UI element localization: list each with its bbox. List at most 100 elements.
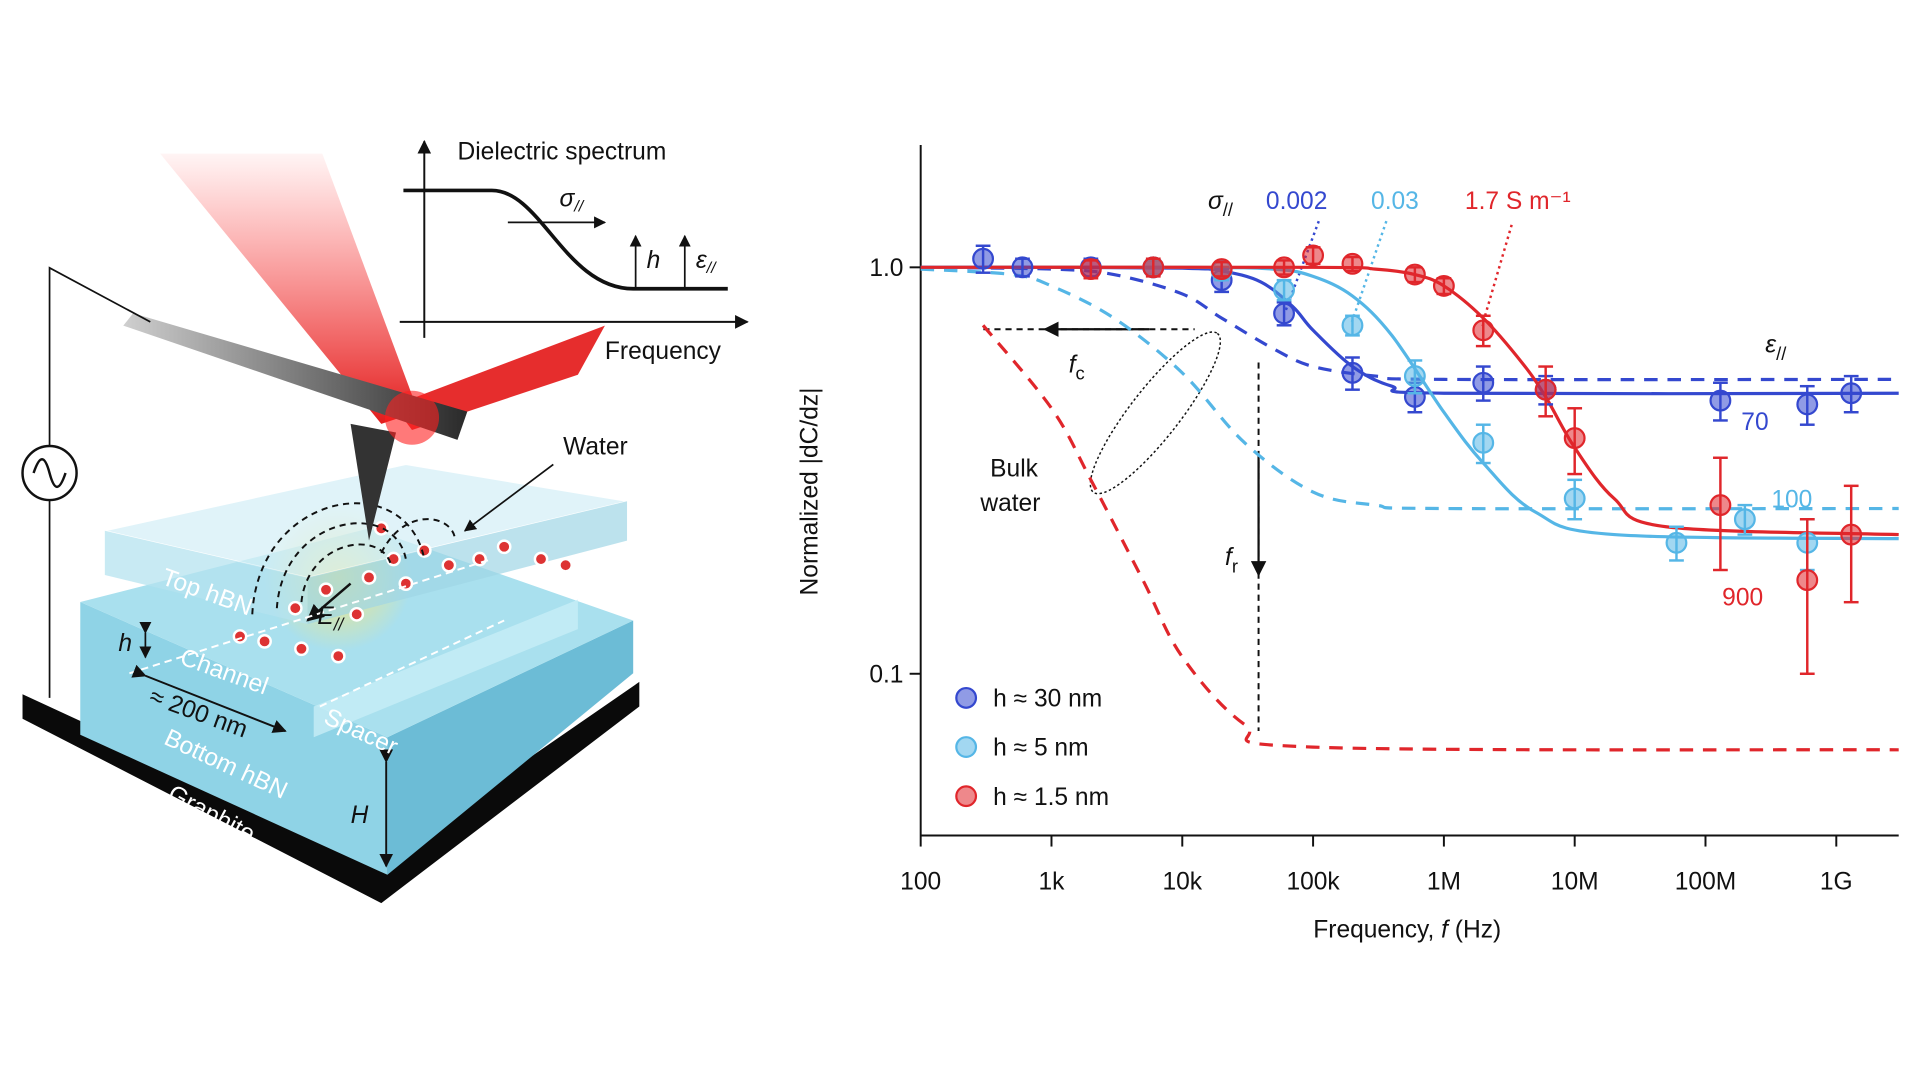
annotation-text: 100 (1771, 486, 1812, 513)
annotation-text: water (979, 490, 1040, 517)
data-point (1341, 314, 1364, 337)
field-lines (251, 502, 456, 615)
laser-reflected (393, 325, 605, 431)
water-label: Water (563, 434, 628, 461)
annotation-text: 0.03 (1371, 188, 1419, 215)
error-bar (1799, 518, 1815, 675)
x-tick-label: 100M (1675, 869, 1736, 896)
bottom-hbn-side (387, 620, 634, 875)
laser-spot (384, 390, 440, 445)
data-point (1733, 508, 1756, 531)
annotation-text: 900 (1722, 585, 1763, 612)
x-axis-label-part: Frequency, (1313, 916, 1441, 943)
data-point (1302, 244, 1325, 267)
field-arrow (306, 582, 352, 622)
x-axis-label-part: f (1441, 916, 1450, 943)
annotation-text: f (1225, 544, 1234, 571)
H-label: H (351, 802, 369, 829)
annotation-subscript: r (1232, 556, 1238, 577)
channel-edge (319, 619, 505, 708)
wire (48, 266, 151, 447)
data-point (1403, 263, 1426, 286)
annotation-text: Bulk (990, 456, 1039, 483)
afm-tip (350, 423, 397, 541)
y-axis-label: Normalized |dC/dz| (796, 387, 823, 595)
data-point (1709, 494, 1732, 517)
data-point (972, 247, 995, 270)
legend-marker (955, 785, 978, 808)
data-point (1273, 256, 1296, 279)
data-point (1840, 382, 1863, 405)
x-tick-label: 100k (1286, 869, 1340, 896)
top-hbn-front (104, 530, 308, 625)
annotation-text: 70 (1741, 409, 1768, 436)
data-point (1210, 258, 1233, 281)
legend-label: h ≈ 1.5 nm (993, 784, 1109, 811)
annotation-text: ε (1765, 332, 1777, 359)
inset-sigma-subscript: // (573, 198, 584, 215)
data-point (1796, 393, 1819, 416)
annotation: water (979, 490, 1040, 517)
data-point (1563, 487, 1586, 510)
annotation: fc (1069, 351, 1085, 383)
y-tick-label: 0.1 (869, 661, 903, 688)
x-tick-label: 1M (1427, 869, 1461, 896)
inset-eps-subscript: // (706, 260, 717, 277)
x-axis-label-part: (Hz) (1448, 916, 1501, 943)
annotation-subscript: // (1776, 343, 1787, 364)
data-point (1079, 258, 1102, 281)
annotation: Bulk (990, 456, 1039, 483)
model-line (920, 267, 1899, 511)
data-point (1472, 371, 1495, 394)
ac-symbol (32, 457, 67, 489)
annotation-text: 0.002 (1266, 188, 1327, 215)
annotation: 0.002 (1266, 188, 1327, 215)
inset-sigma-symbol: σ (559, 185, 575, 212)
x-tick-label: 10M (1551, 869, 1599, 896)
legend-marker (955, 736, 978, 758)
graphite-layer (22, 681, 640, 904)
data-point (1563, 427, 1586, 450)
cantilever (123, 313, 468, 440)
data-point (1665, 531, 1688, 554)
x-tick-label: 10k (1162, 869, 1202, 896)
width-arrow (131, 664, 287, 733)
x-tick-label: 1k (1039, 869, 1066, 896)
data-point (1796, 569, 1819, 592)
data-point (1341, 361, 1364, 384)
annotation: 100 (1771, 486, 1812, 513)
field-symbol: E (317, 603, 334, 630)
data-point (1534, 378, 1557, 401)
data-point (1432, 274, 1455, 297)
annotation: ε// (1765, 332, 1787, 364)
data-point (1273, 302, 1296, 325)
field-label: E// (317, 603, 345, 634)
annotation-guides (983, 220, 1513, 732)
x-tick-label: 100 (900, 869, 941, 896)
inset-eps: ε// (696, 247, 717, 277)
field-subscript: // (333, 614, 346, 634)
water-molecules (232, 520, 573, 664)
legend-label: h ≈ 30 nm (993, 685, 1102, 712)
annotation: σ// (1208, 188, 1234, 220)
x-tick-label: 1G (1820, 869, 1853, 896)
laser-incident (160, 153, 419, 424)
legend-marker (955, 686, 978, 709)
x-axis-label: Frequency, f (Hz) (1313, 916, 1501, 943)
annotation-subscript: // (1223, 199, 1234, 220)
top-hbn-side (307, 501, 628, 625)
inset-h: h (647, 247, 661, 274)
chart: Normalized |dC/dz| Frequency, f (Hz) 100… (796, 144, 1899, 943)
model-line (981, 324, 1899, 752)
annotation-text: σ (1208, 188, 1224, 215)
annotation-subscript: c (1076, 363, 1085, 384)
water-arrow (463, 463, 554, 532)
data-point (1341, 252, 1364, 275)
annotation: 900 (1722, 585, 1763, 612)
data-point (1472, 431, 1495, 454)
data-point (1142, 256, 1165, 279)
device-illustration: Water E// Top hBN h Channel ≈ 200 nm Spa… (21, 139, 749, 904)
data-point (1273, 278, 1296, 301)
